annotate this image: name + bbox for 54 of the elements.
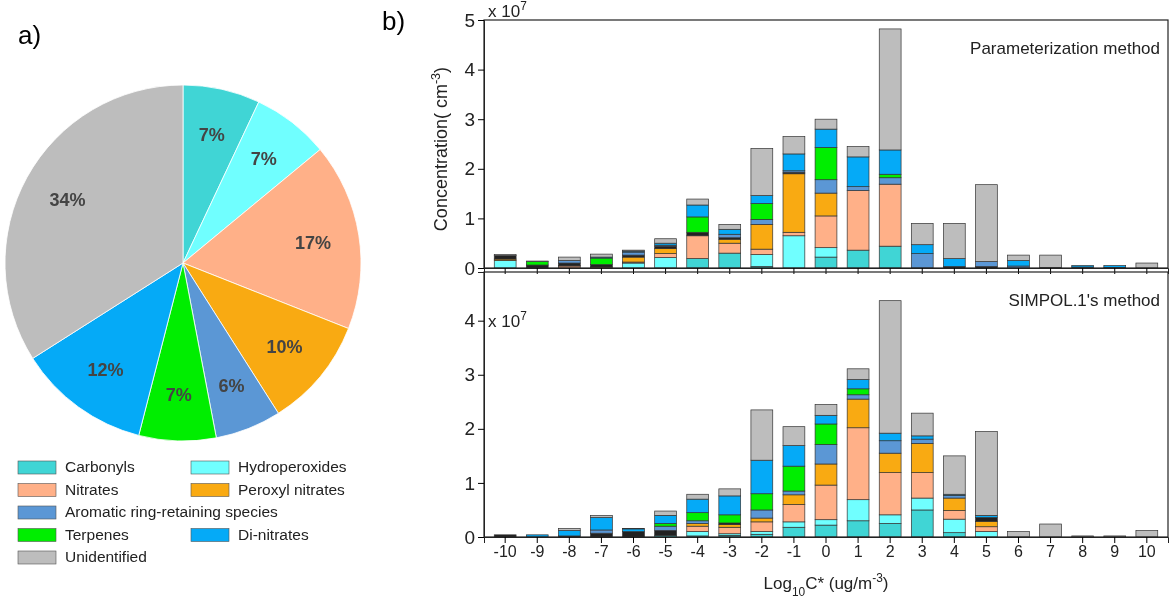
x-tick-label: 8: [1078, 543, 1088, 561]
x-tick-label: -2: [754, 543, 770, 561]
x-tick-label: -1: [786, 543, 802, 561]
x-tick-label: 3: [917, 543, 927, 561]
x-tick-label: -9: [530, 543, 545, 561]
y-tick-label: 0: [464, 257, 475, 279]
x-tick-label: -7: [594, 543, 609, 561]
annotation: SIMPOL.1's method: [1008, 291, 1160, 310]
legend-label: Hydroperoxides: [238, 458, 347, 475]
x-tick-label: 5: [981, 543, 991, 561]
annotation: x 10$^{7}$: [488, 308, 528, 331]
chart-title: a): [18, 20, 42, 50]
data-label: 12%: [87, 359, 124, 380]
y-tick-label: 3: [464, 108, 475, 130]
legend-label: Nitrates: [65, 480, 119, 498]
data-label: 10%: [266, 337, 303, 358]
data-label: 7%: [250, 149, 277, 170]
x-tick-label: -3: [722, 543, 737, 561]
data-label: 7%: [165, 384, 192, 405]
y-tick-label: 1: [464, 208, 475, 230]
x-tick-label: 1: [853, 543, 863, 561]
y-tick-label: 2: [464, 418, 475, 440]
x-tick-label: 6: [1014, 543, 1024, 561]
x-tick-label: 7: [1046, 543, 1056, 561]
x-tick-label: -4: [690, 543, 705, 561]
legend-label: Terpenes: [65, 525, 130, 543]
y-tick-label: 2: [464, 158, 475, 180]
y-tick-label: 4: [464, 59, 476, 81]
data-label: 17%: [295, 232, 332, 253]
data-label: 7%: [198, 124, 225, 145]
chart-title: b): [382, 6, 406, 36]
legend-label: Unidentified: [65, 548, 147, 565]
x-tick-label: -5: [658, 543, 673, 561]
y-tick-label: 5: [464, 9, 475, 31]
data-label: 34%: [49, 189, 86, 210]
x-tick-label: 9: [1110, 543, 1120, 561]
y-tick-label: 4: [464, 310, 476, 332]
x-tick-label: -10: [493, 543, 517, 561]
x-axis-title: Log$_{10}$C* (ug/m$^{-3}$): [763, 571, 889, 599]
x-tick-label: 2: [885, 543, 895, 561]
annotation: Parameterization method: [970, 39, 1160, 58]
x-tick-label: 0: [821, 543, 831, 561]
annotation: x 10$^{7}$: [488, 0, 528, 21]
legend-label: Carbonyls: [65, 458, 136, 475]
data-label: 6%: [218, 375, 245, 396]
legend-label: Di-nitrates: [238, 525, 309, 543]
x-tick-label: 10: [1137, 543, 1156, 561]
y-tick-label: 3: [464, 364, 475, 386]
x-tick-label: 4: [949, 543, 959, 561]
x-tick-label: -6: [626, 543, 641, 561]
y-tick-label: 1: [464, 472, 475, 494]
legend-label: Aromatic ring-retaining species: [65, 503, 279, 520]
x-tick-label: -8: [562, 543, 577, 561]
legend-label: Peroxyl nitrates: [238, 480, 346, 498]
